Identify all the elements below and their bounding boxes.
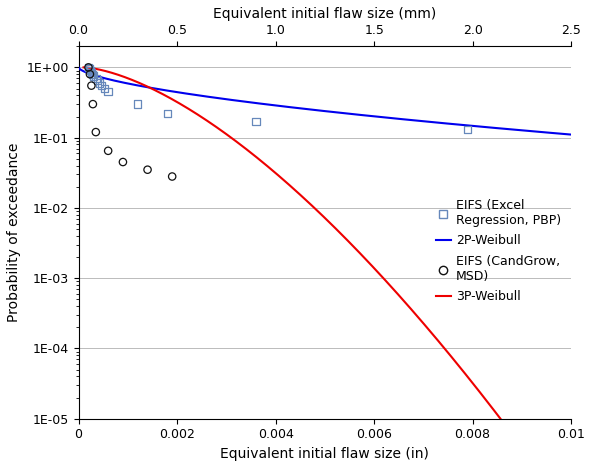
- Point: [91, 74, 101, 82]
- Point: [143, 166, 152, 174]
- Point: [163, 110, 172, 117]
- Point: [93, 77, 102, 84]
- Point: [95, 79, 105, 87]
- Point: [251, 118, 260, 125]
- Point: [168, 173, 177, 180]
- Y-axis label: Probability of exceedance: Probability of exceedance: [7, 143, 21, 322]
- Legend: EIFS (Excel
Regression, PBP), 2P-Weibull, EIFS (CandGrow,
MSD), 3P-Weibull: EIFS (Excel Regression, PBP), 2P-Weibull…: [432, 195, 565, 307]
- Point: [85, 71, 95, 78]
- Point: [86, 69, 96, 76]
- Point: [463, 126, 472, 133]
- Point: [86, 67, 95, 74]
- Point: [118, 158, 128, 166]
- Point: [104, 88, 113, 95]
- Point: [91, 128, 101, 136]
- Point: [88, 71, 97, 78]
- Point: [89, 73, 98, 80]
- Point: [97, 82, 107, 89]
- Point: [83, 64, 93, 71]
- Point: [100, 85, 110, 92]
- Point: [86, 82, 96, 89]
- Point: [104, 147, 113, 154]
- X-axis label: Equivalent initial flaw size (in): Equivalent initial flaw size (in): [220, 447, 429, 461]
- Point: [88, 100, 98, 108]
- Point: [85, 65, 94, 73]
- Point: [133, 100, 143, 108]
- Point: [83, 64, 93, 71]
- X-axis label: Equivalent initial flaw size (mm): Equivalent initial flaw size (mm): [213, 7, 436, 21]
